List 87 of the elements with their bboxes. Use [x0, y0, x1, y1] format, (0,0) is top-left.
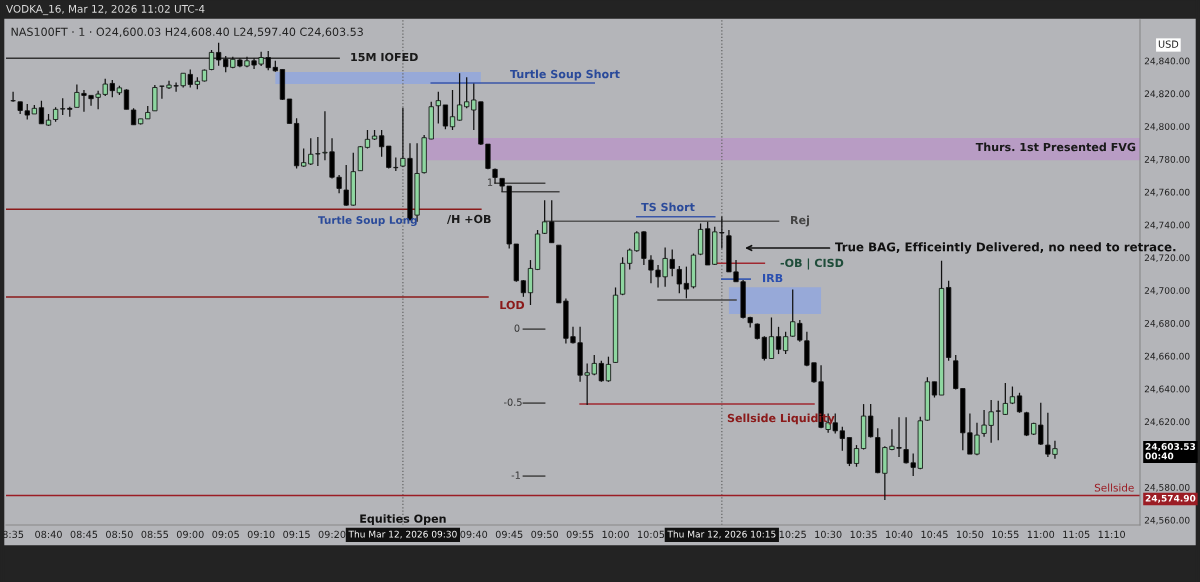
candlestick: [605, 356, 612, 383]
y-tick-label: 24,820.00: [1144, 90, 1190, 99]
candlestick: [683, 266, 690, 299]
y-tick-label: 24,620.00: [1144, 418, 1190, 427]
candlestick: [868, 403, 874, 439]
candlestick: [598, 360, 604, 383]
candlestick: [768, 316, 775, 360]
y-tick-label: 24,720.00: [1144, 254, 1190, 263]
candlestick: [435, 91, 441, 125]
x-tick-label: 11:10: [1098, 530, 1126, 539]
candlestick: [38, 100, 45, 125]
candlestick: [152, 84, 158, 112]
x-tick-label: 10:55: [992, 530, 1019, 539]
annotation: Turtle Soup Short: [510, 69, 620, 81]
candlestick: [549, 199, 555, 244]
x-tick-label: 09:40: [460, 530, 488, 539]
text: 24,574.90: [1145, 494, 1196, 503]
x-tick-label: 11:00: [1027, 530, 1055, 539]
annotation: 0: [514, 324, 520, 332]
annotation: Turtle Soup Long: [318, 215, 417, 227]
ref-line-label: Sellside: [1094, 483, 1134, 492]
candlestick: [442, 104, 449, 130]
y-tick-label: 24,580.00: [1144, 483, 1190, 492]
y-tick-label: 24,800.00: [1144, 123, 1190, 131]
x-tick-label: 09:05: [212, 530, 239, 539]
x-tick-label: 10:40: [886, 530, 913, 539]
annotation: Rej: [791, 215, 809, 227]
candlestick: [449, 89, 456, 131]
candlestick: [542, 199, 548, 235]
x-tick-label: 10:00: [602, 530, 629, 539]
text: NAS100FT · 1 · O24,600.03 H24,608.40 L24,597.40 C24,603.53: [11, 27, 363, 38]
candlestick: [761, 335, 767, 362]
x-tick-label: 10:45: [921, 530, 948, 539]
x-tick-label: 10:30: [815, 530, 842, 539]
candlestick: [10, 91, 16, 103]
y-tick-label: 24,700.00: [1144, 287, 1190, 295]
x-tick-label: 08:40: [35, 530, 62, 539]
annotation: -OB | CISD: [780, 258, 844, 270]
x-tick-label: 09:50: [531, 530, 559, 539]
candlestick: [456, 72, 463, 122]
annotation: -0.5: [503, 398, 522, 406]
x-tick-label: 08:55: [141, 530, 168, 539]
x-tick-label: Thu Mar 12, 2026 10:15: [667, 530, 776, 539]
candlestick: [123, 88, 130, 110]
x-tick-label: 10:35: [850, 530, 877, 539]
y-tick-label: 24,660.00: [1144, 352, 1190, 361]
annotation: LOD: [500, 300, 525, 310]
annotation: TS Short: [641, 202, 695, 212]
candlestick: [853, 444, 860, 468]
candlestick: [357, 145, 363, 172]
y-tick-label: 24,740.00: [1144, 221, 1190, 230]
x-tick-label: 09:00: [176, 530, 204, 539]
candlestick: [676, 265, 682, 294]
annotation: -1: [511, 471, 520, 479]
candlestick: [783, 331, 789, 355]
annotation: Thurs. 1st Presented FVG: [975, 142, 1136, 152]
x-tick-label: 11:05: [1063, 530, 1090, 539]
y-tick-label: 24,840.00: [1144, 57, 1190, 66]
text: VODKA_16, Mar 12, 2026 11:02 UTC-4: [6, 4, 205, 16]
text: USD: [1158, 40, 1179, 48]
x-tick-label: 08:50: [106, 530, 133, 539]
x-tick-label: 09:20: [318, 530, 346, 539]
annotation: IRB: [763, 273, 783, 283]
ref-line-label: Equities Open: [360, 514, 446, 525]
annotation: 1: [487, 178, 493, 186]
x-tick-label: 10:05: [638, 530, 665, 539]
candlestick: [216, 42, 222, 67]
annotation: True BAG, Efficeintly Delivered, no need to retrace.: [835, 242, 1176, 254]
y-tick-label: 24,560.00: [1144, 516, 1190, 525]
x-tick-label: 09:10: [247, 530, 275, 539]
annotation: /H +OB: [447, 214, 491, 225]
text: 24,603.53 00:40: [1145, 443, 1196, 460]
x-tick-label: 10:25: [779, 530, 806, 539]
x-tick-label: 08:45: [70, 530, 98, 539]
annotation: 15M IOFED: [351, 52, 418, 62]
y-tick-label: 24,640.00: [1144, 385, 1190, 394]
y-tick-label: 24,780.00: [1144, 155, 1190, 164]
candlestick: [379, 129, 385, 158]
x-tick-label: Thu Mar 12, 2026 09:30: [348, 530, 457, 539]
candlestick: [775, 326, 782, 355]
candlestick: [1016, 392, 1023, 414]
x-tick-label: 09:45: [495, 530, 523, 539]
y-tick-label: 24,680.00: [1144, 319, 1190, 328]
y-tick-label: 24,760.00: [1144, 188, 1190, 197]
x-tick-label: 09:55: [566, 530, 594, 539]
x-tick-label: 10:50: [956, 530, 984, 539]
x-tick-label: 09:15: [283, 530, 310, 539]
